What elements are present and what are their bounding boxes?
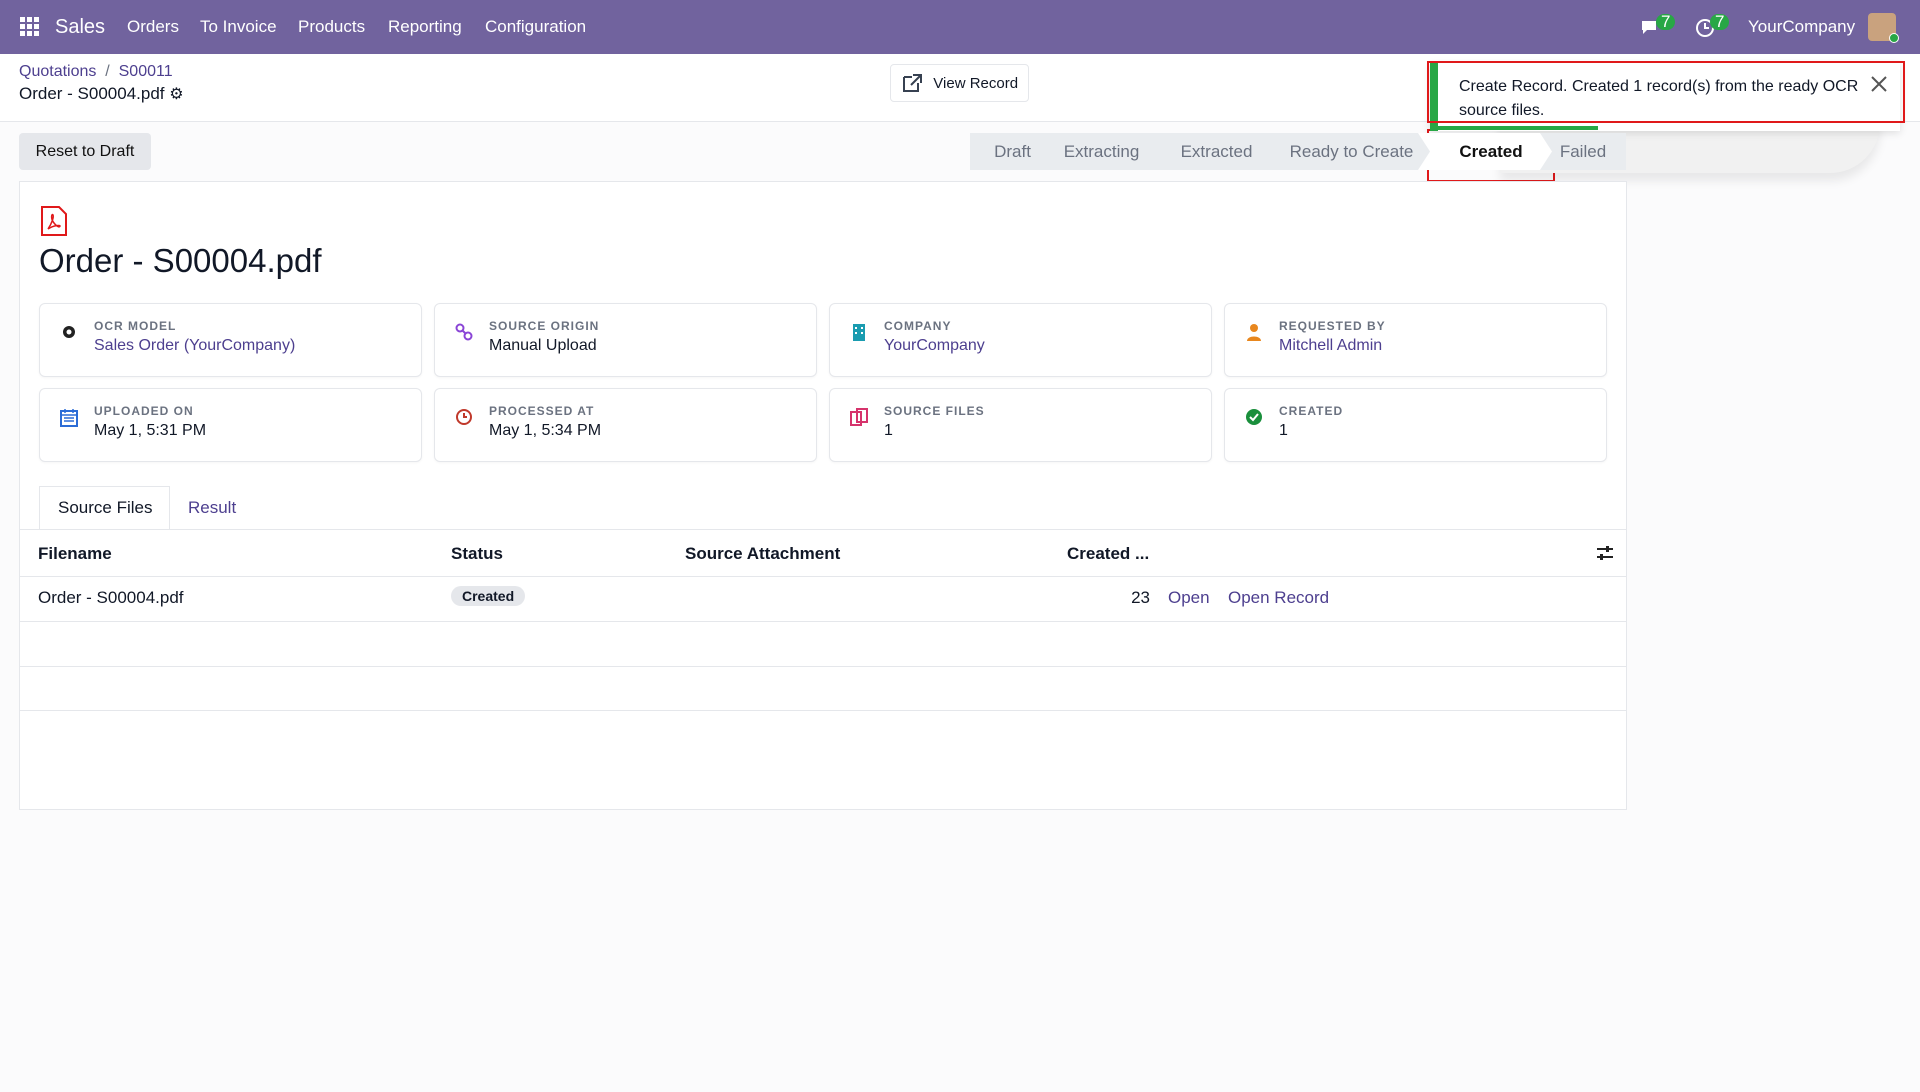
field-card: SOURCE ORIGIN Manual Upload [434,303,817,377]
status-badge: Created [451,586,526,606]
field-label: OCR MODEL [94,319,177,333]
field-card: COMPANY YourCompany [829,303,1212,377]
view-record-button[interactable]: View Record [890,64,1029,102]
record-title: Order - S00004.pdf [39,242,322,279]
status-stage[interactable]: Extracting [1031,133,1172,170]
status-stage[interactable]: Created [1418,133,1564,170]
row-line [19,710,1627,711]
field-card: SOURCE FILES 1 [829,388,1212,462]
field-card: CREATED 1 [1224,388,1607,462]
breadcrumb-link[interactable]: S00011 [118,63,173,80]
column-header: Status [451,544,503,563]
field-label: REQUESTED BY [1279,319,1386,333]
column-header: Created ... [1067,544,1150,563]
field-card: OCR MODEL Sales Order (YourCompany) [39,303,422,377]
activity-badge: 7 [1710,13,1730,30]
apps-icon[interactable] [20,17,40,37]
field-icon [60,409,78,427]
record-name: Order - S00004.pdf [19,84,165,103]
external-icon [902,74,922,92]
tab[interactable]: Result [188,498,237,517]
tab-frame [39,486,170,530]
app-name[interactable]: Sales [55,16,106,38]
field-value[interactable]: Mitchell Admin [1279,337,1383,354]
field-card: UPLOADED ON May 1, 5:31 PM [39,388,422,462]
menu-item[interactable]: To Invoice [200,17,277,36]
breadcrumb-record: Order - S00004.pdf ⚙ [19,84,184,104]
form-sheet: Order - S00004.pdf [19,181,1627,810]
status-stage[interactable]: Extracted [1148,133,1285,170]
column-header: Filename [38,544,112,563]
reset-button[interactable]: Reset to Draft [19,133,151,170]
presence [1889,33,1899,43]
field-icon [455,323,473,341]
menu-item[interactable]: Products [298,17,366,36]
field-card: PROCESSED AT May 1, 5:34 PM [434,388,817,462]
field-icon [63,326,75,338]
close-button[interactable] [1870,75,1888,93]
field-icon [850,408,868,426]
row-line [19,666,1627,667]
menu-item[interactable]: Configuration [485,17,587,36]
highlight-box [1427,61,1905,123]
pdf-icon [41,206,67,236]
field-value: May 1, 5:34 PM [489,422,602,439]
navbar: Sales 7 7 YourCompany Orders To Invoice Pr… [0,0,1920,54]
field-value[interactable]: Sales Order (YourCompany) [94,337,296,354]
field-label: COMPANY [884,319,952,333]
field-card: REQUESTED BY Mitchell Admin [1224,303,1607,377]
field-icon [1247,324,1261,341]
field-icon [853,324,865,341]
field-value[interactable]: YourCompany [884,337,985,354]
cell-filename[interactable]: Order - S00004.pdf [38,588,184,607]
cell-created: 23 [1131,588,1150,607]
field-icon [456,409,472,425]
breadcrumb: Quotations / S00011 [19,63,173,81]
status-stage[interactable]: Failed [1540,133,1626,170]
field-label: SOURCE FILES [884,404,985,418]
tab-line [19,529,1627,530]
status-stage[interactable]: Ready to Create [1261,133,1442,170]
field-label: SOURCE ORIGIN [489,319,600,333]
field-value: 1 [1279,422,1288,439]
messages-badge: 7 [1656,13,1676,30]
column-header: Source Attachment [685,544,841,563]
row-line [19,576,1627,577]
field-value: May 1, 5:31 PM [94,422,207,439]
messages-icon[interactable] [1640,18,1662,38]
field-label: UPLOADED ON [94,404,194,418]
label: View Record [933,74,1019,92]
field-icon [1246,409,1262,425]
tab[interactable]: Source Files [58,498,153,517]
row-line [19,621,1627,622]
column-settings[interactable] [1596,544,1614,562]
company-switch[interactable]: YourCompany [1748,17,1856,36]
field-value: 1 [884,422,893,439]
gear[interactable]: ⚙ [169,86,184,103]
breadcrumb-sep: / [105,63,110,80]
menu-item[interactable]: Reporting [388,17,462,36]
field-label: PROCESSED AT [489,404,595,418]
notification: Create Record. Created 1 record(s) from … [1430,63,1900,131]
field-value: Manual Upload [489,337,597,354]
menu-item[interactable]: Orders [127,17,179,36]
progress [1438,126,1598,130]
breadcrumb-link[interactable]: Quotations [19,63,97,80]
open-record-link[interactable]: Open Record [1228,588,1330,607]
notification-text: Create Record. Created 1 record(s) from … [1459,78,1859,119]
open-link[interactable]: Open [1168,588,1210,607]
field-label: CREATED [1279,404,1344,418]
